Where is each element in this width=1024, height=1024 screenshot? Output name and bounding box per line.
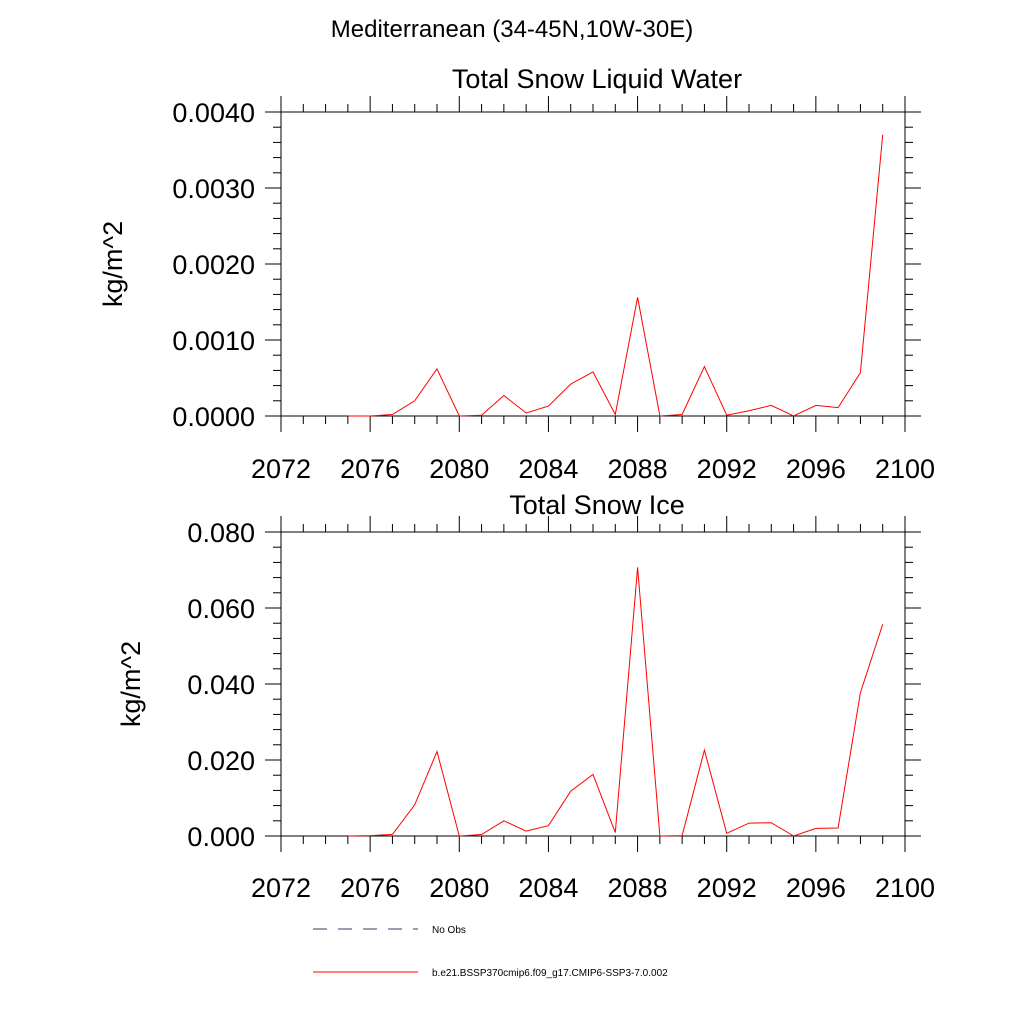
y-tick-label: 0.000 — [187, 822, 255, 852]
legend-label: b.e21.BSSP370cmip6.f09_g17.CMIP6-SSP3-7.… — [432, 968, 668, 979]
y-tick-label: 0.060 — [187, 594, 255, 624]
x-tick-label: 2084 — [518, 873, 578, 903]
y-tick-label: 0.020 — [187, 746, 255, 776]
x-tick-label: 2100 — [875, 873, 935, 903]
y-tick-label: 0.0030 — [172, 174, 255, 204]
x-tick-label: 2076 — [340, 873, 400, 903]
x-tick-label: 2096 — [786, 873, 846, 903]
series-line — [347, 134, 884, 417]
y-tick-label: 0.0020 — [172, 250, 255, 280]
y-tick-label: 0.0000 — [172, 402, 255, 432]
legend: No Obs b.e21.BSSP370cmip6.f09_g17.CMIP6-S… — [313, 925, 668, 979]
x-tick-label: 2084 — [518, 454, 578, 484]
chart-title: Total Snow Liquid Water — [452, 64, 742, 94]
y-tick-label: 0.0040 — [172, 98, 255, 128]
y-axis-label: kg/m^2 — [98, 221, 128, 307]
panel-snow-ice: Total Snow Ice kg/m^2 2072 2076 2080 2084 2088… — [116, 490, 935, 903]
x-tick-label: 2088 — [608, 454, 668, 484]
x-tick-label: 2100 — [875, 454, 935, 484]
x-tick-label: 2092 — [697, 873, 757, 903]
y-tick-label: 0.0010 — [172, 326, 255, 356]
x-tick-label: 2076 — [340, 454, 400, 484]
x-tick-label: 2088 — [608, 873, 668, 903]
x-tick-label: 2092 — [697, 454, 757, 484]
x-tick-label: 2072 — [251, 873, 311, 903]
figure-title: Mediterranean (34-45N,10W-30E) — [330, 16, 694, 43]
y-tick-label: 0.080 — [187, 518, 255, 548]
x-tick-label: 2080 — [429, 873, 489, 903]
series-line — [347, 567, 884, 837]
y-tick-label: 0.040 — [187, 670, 255, 700]
legend-label: No Obs — [432, 925, 466, 936]
plot-frame — [280, 111, 906, 417]
plot-frame — [280, 531, 906, 837]
x-tick-label: 2072 — [251, 454, 311, 484]
y-axis-label: kg/m^2 — [116, 641, 146, 727]
panel-snow-liquid-water: Total Snow Liquid Water kg/m^2 2072 2076 208… — [98, 64, 935, 484]
x-tick-label: 2096 — [786, 454, 846, 484]
x-tick-label: 2080 — [429, 454, 489, 484]
chart-title: Total Snow Ice — [509, 490, 685, 520]
